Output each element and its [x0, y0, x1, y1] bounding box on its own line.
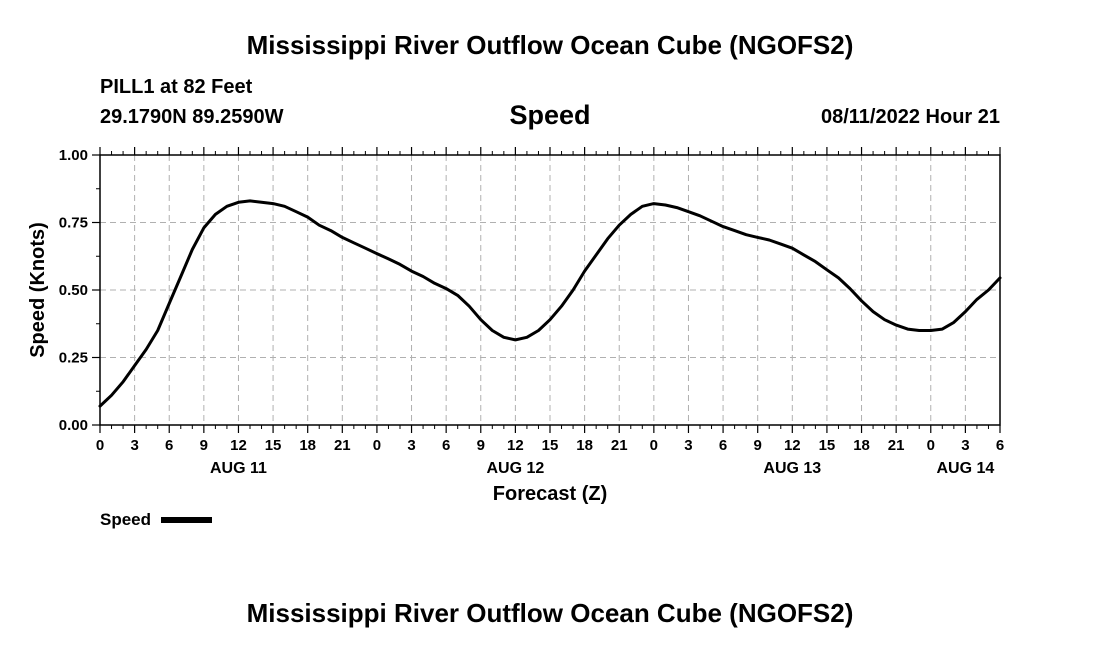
y-tick-label: 0.75	[59, 215, 88, 232]
legend-label: Speed	[100, 510, 151, 529]
x-tick-label: 21	[888, 437, 905, 454]
forecast-datetime: 08/11/2022 Hour 21	[820, 106, 1000, 128]
date-label: AUG 14	[936, 460, 994, 477]
x-tick-label: 6	[996, 437, 1004, 454]
grid-lines	[100, 154, 1000, 425]
x-tick-label: 21	[611, 437, 628, 454]
date-label: AUG 13	[763, 460, 821, 477]
x-tick-label: 6	[442, 437, 450, 454]
x-tick-label: 15	[542, 437, 559, 454]
x-tick-label: 18	[299, 437, 316, 454]
y-tick-label: 0.50	[59, 282, 88, 299]
x-tick-label: 9	[754, 437, 762, 454]
x-tick-label: 3	[684, 437, 692, 454]
x-axis-label: Forecast (Z)	[493, 483, 607, 505]
x-tick-label: 0	[650, 437, 658, 454]
y-tick-label: 0.00	[59, 417, 88, 434]
y-axis-label: Speed (Knots)	[27, 222, 49, 358]
axis-labels: 0 3 6 9 12 15 18 21 0 3 6 9 12 15 18 21 0 3 6 9 12 15 18 21 0 3 6A…	[59, 147, 1004, 477]
x-tick-label: 9	[200, 437, 208, 454]
x-tick-label: 0	[927, 437, 935, 454]
x-tick-label: 12	[784, 437, 801, 454]
x-tick-label: 18	[576, 437, 593, 454]
y-tick-label: 0.25	[59, 350, 88, 367]
x-tick-label: 12	[230, 437, 247, 454]
chart-title: Mississippi River Outflow Ocean Cube (NG…	[246, 30, 854, 60]
x-tick-label: 9	[477, 437, 485, 454]
x-tick-label: 6	[719, 437, 727, 454]
x-tick-label: 18	[853, 437, 870, 454]
x-tick-label: 12	[507, 437, 524, 454]
series-line-speed	[98, 199, 1002, 408]
x-tick-label: 3	[130, 437, 138, 454]
station-label: PILL1 at 82 Feet	[100, 76, 253, 98]
station-coordinates: 29.1790N 89.2590W	[100, 106, 284, 128]
repeated-chart-title: Mississippi River Outflow Ocean Cube (NG…	[246, 598, 854, 628]
x-tick-label: 3	[407, 437, 415, 454]
x-tick-label: 15	[265, 437, 282, 454]
x-tick-label: 6	[165, 437, 173, 454]
legend: Speed	[100, 510, 212, 529]
x-tick-label: 0	[373, 437, 381, 454]
x-tick-label: 21	[334, 437, 351, 454]
x-tick-label: 0	[96, 437, 104, 454]
x-tick-label: 15	[819, 437, 836, 454]
date-label: AUG 12	[486, 460, 544, 477]
x-tick-label: 3	[961, 437, 969, 454]
date-label: AUG 11	[210, 460, 267, 477]
chart-subtitle: Speed	[509, 100, 591, 130]
series-layer	[98, 199, 1002, 408]
legend-swatch	[161, 517, 212, 523]
plot-frame	[99, 154, 1001, 426]
y-tick-label: 1.00	[59, 147, 88, 164]
